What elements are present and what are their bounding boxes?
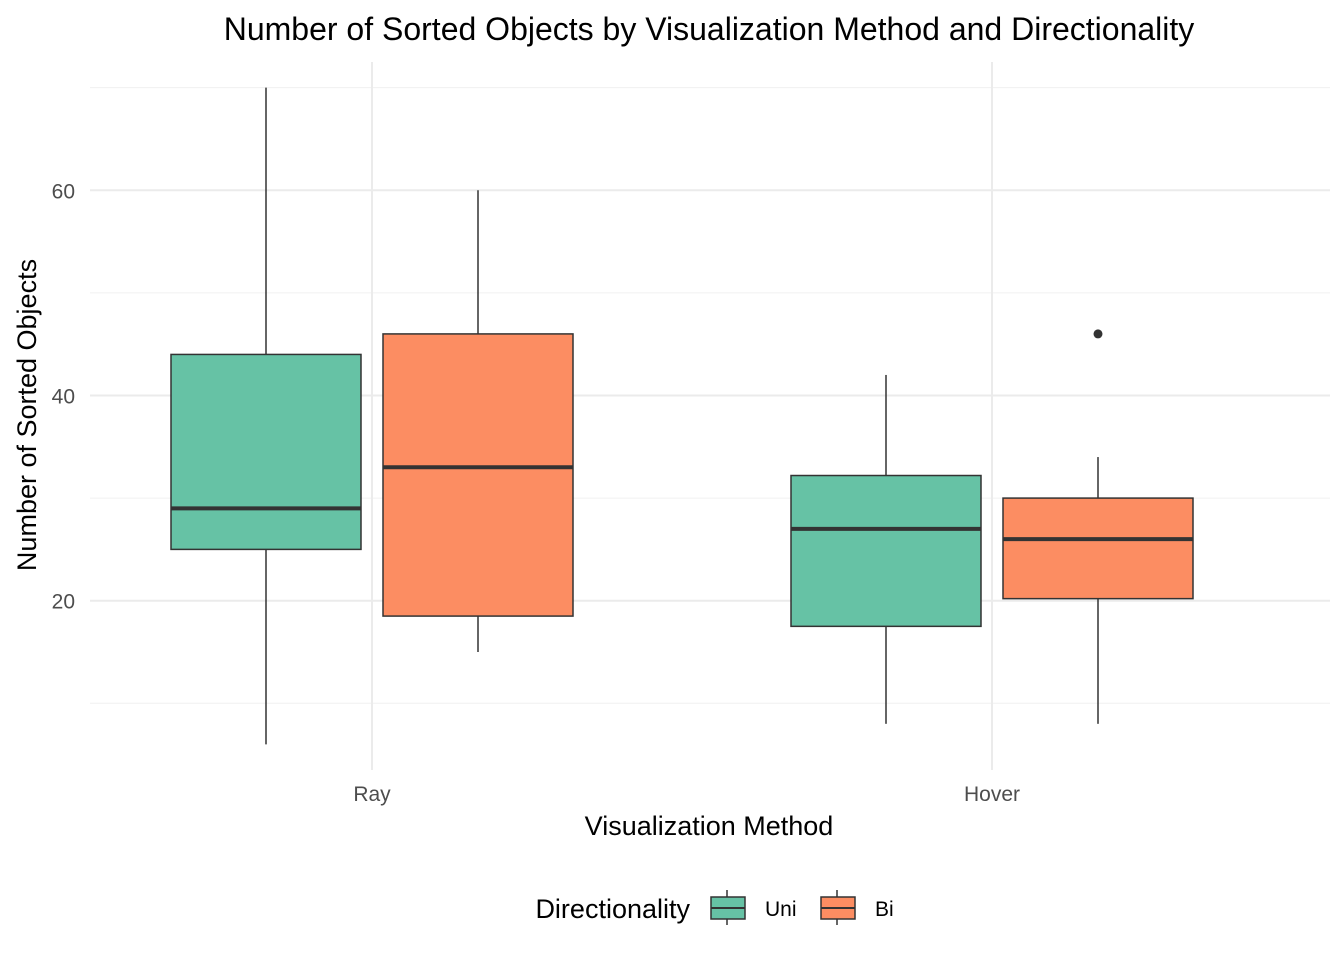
y-tick-label: 20 bbox=[52, 591, 75, 614]
y-tick-label: 60 bbox=[52, 180, 75, 203]
box-iqr bbox=[170, 353, 362, 551]
x-axis: Ray Hover bbox=[353, 783, 1020, 806]
box-iqr bbox=[790, 474, 982, 628]
chart-title: Number of Sorted Objects by Visualizatio… bbox=[224, 11, 1195, 47]
legend-label-uni: Uni bbox=[765, 898, 797, 921]
x-tick-label: Ray bbox=[353, 783, 391, 806]
y-axis-title: Number of Sorted Objects bbox=[12, 259, 42, 571]
x-tick-label: Hover bbox=[964, 783, 1020, 806]
boxes bbox=[170, 87, 1194, 745]
legend-title: Directionality bbox=[535, 894, 690, 924]
legend-label-bi: Bi bbox=[875, 898, 894, 921]
box-bi-ray bbox=[382, 190, 574, 652]
box-bi-hover bbox=[1002, 329, 1194, 724]
legend: Directionality Uni Bi bbox=[535, 890, 894, 925]
box-iqr bbox=[382, 333, 574, 617]
outlier-point bbox=[1093, 329, 1103, 339]
legend-item-uni: Uni bbox=[710, 890, 797, 925]
y-axis: 20 40 60 bbox=[52, 180, 75, 613]
x-axis-title: Visualization Method bbox=[585, 811, 834, 841]
box-iqr bbox=[1002, 497, 1194, 600]
box-uni-ray bbox=[170, 87, 362, 745]
legend-item-bi: Bi bbox=[820, 890, 894, 925]
box-uni-hover bbox=[790, 374, 982, 724]
y-tick-label: 40 bbox=[52, 385, 75, 408]
